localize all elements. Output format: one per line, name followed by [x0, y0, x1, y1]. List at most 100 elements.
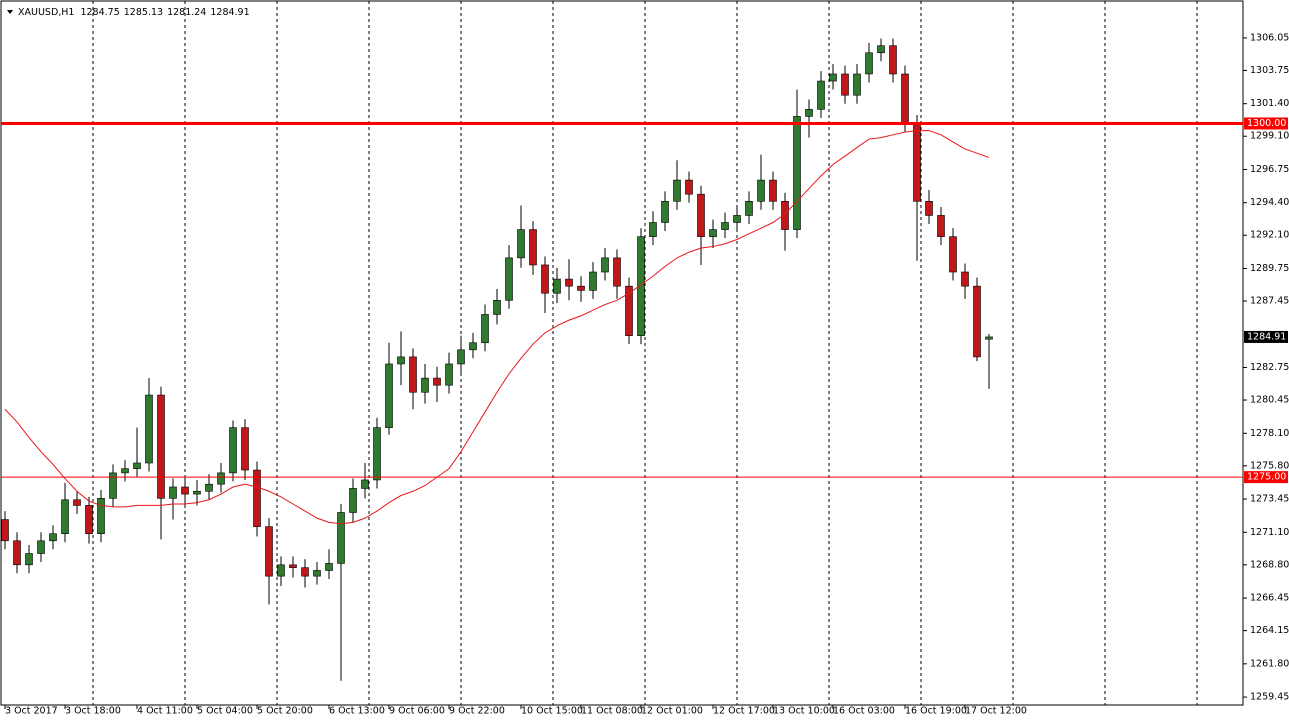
- candle-body: [577, 285, 585, 291]
- x-tick-label: 9 Oct 06:00: [389, 706, 445, 717]
- y-tick-label: 1299.10: [1250, 131, 1289, 142]
- candle-body: [181, 486, 189, 495]
- candle-body: [253, 469, 261, 527]
- candle-body: [85, 505, 93, 535]
- candle-body: [589, 271, 597, 291]
- candle-body: [937, 215, 945, 237]
- candle-body: [289, 564, 297, 568]
- y-tick-label: 1287.45: [1250, 296, 1289, 307]
- candle-body: [529, 229, 537, 266]
- x-tick-label: 10 Oct 15:00: [521, 706, 583, 717]
- y-tick-label: 1273.45: [1250, 494, 1289, 505]
- candle-body: [73, 499, 81, 506]
- candle-body: [841, 73, 849, 96]
- candle-body: [601, 257, 609, 273]
- y-tick-label: 1264.15: [1250, 625, 1289, 636]
- y-tick-label: 1294.40: [1250, 197, 1289, 208]
- candle-body: [385, 363, 393, 428]
- y-tick-label: 1261.80: [1250, 658, 1289, 669]
- symbol: XAUUSD,H1: [18, 7, 74, 18]
- y-tick-label: 1282.75: [1250, 362, 1289, 373]
- candle-body: [973, 285, 981, 358]
- y-tick-label: 1303.75: [1250, 65, 1289, 76]
- menu-arrow: [7, 10, 13, 14]
- y-tick-label: 1278.10: [1250, 428, 1289, 439]
- candle-body: [649, 222, 657, 237]
- candle-body: [625, 285, 633, 336]
- candle-body: [361, 479, 369, 489]
- candle-body: [817, 80, 825, 110]
- candle-body: [757, 179, 765, 202]
- candle-body: [793, 116, 801, 230]
- candle-body: [337, 512, 345, 564]
- candle-body: [109, 472, 117, 499]
- candle-body: [829, 73, 837, 82]
- level-label: 1300.00: [1247, 118, 1286, 129]
- candle-body: [805, 109, 813, 117]
- y-tick-label: 1266.45: [1250, 593, 1289, 604]
- candle-body: [661, 200, 669, 223]
- candle-body: [481, 314, 489, 344]
- candle-body: [313, 570, 321, 577]
- candle-body: [409, 356, 417, 393]
- x-tick-label: 12 Oct 01:00: [641, 706, 703, 717]
- candle-body: [301, 567, 309, 577]
- x-tick-label: 12 Oct 17:00: [713, 706, 775, 717]
- candle-body: [889, 45, 897, 75]
- candle-body: [61, 499, 69, 535]
- candle-body: [493, 300, 501, 315]
- candle-body: [25, 553, 33, 566]
- candle-body: [733, 215, 741, 223]
- y-tick-label: 1289.75: [1250, 263, 1289, 274]
- candle-body: [169, 486, 177, 499]
- candle-body: [685, 179, 693, 195]
- candle-body: [13, 540, 21, 566]
- candle-body: [541, 264, 549, 294]
- x-tick-label: 16 Oct 19:00: [905, 706, 967, 717]
- close-value: 1284.91: [210, 7, 249, 18]
- candle-body: [433, 377, 441, 386]
- y-tick-label: 1275.80: [1250, 460, 1289, 471]
- candle-body: [1, 519, 9, 542]
- candle-body: [925, 200, 933, 216]
- candle-body: [121, 468, 129, 474]
- candle-body: [265, 526, 273, 577]
- candle-body: [673, 179, 681, 202]
- candle-body: [961, 271, 969, 287]
- x-tick-label: 11 Oct 08:00: [581, 706, 643, 717]
- level-label: 1275.00: [1247, 472, 1286, 483]
- candle-body: [325, 563, 333, 571]
- candle-body: [565, 278, 573, 287]
- candle-body: [421, 377, 429, 393]
- candle-body: [229, 427, 237, 474]
- candle-body: [877, 45, 885, 54]
- x-tick-label: 5 Oct 20:00: [257, 706, 313, 717]
- candle-body: [373, 427, 381, 481]
- y-tick-label: 1296.75: [1250, 164, 1289, 175]
- candle-body: [49, 533, 57, 542]
- candle-body: [157, 394, 165, 499]
- candle-body: [865, 52, 873, 75]
- x-tick-label: 5 Oct 04:00: [197, 706, 253, 717]
- candle-body: [241, 427, 249, 471]
- candle-body: [949, 236, 957, 273]
- candle-body: [769, 179, 777, 202]
- candle-body: [457, 349, 465, 365]
- low-value: 1281.24: [167, 7, 206, 18]
- candle-body: [145, 394, 153, 464]
- x-tick-label: 9 Oct 22:00: [449, 706, 505, 717]
- chart-header: XAUUSD,H1 1284.75 1285.13 1281.24 1284.91: [18, 7, 250, 18]
- y-tick-label: 1301.40: [1250, 98, 1289, 109]
- x-tick-label: 13 Oct 10:00: [773, 706, 835, 717]
- candle-body: [853, 73, 861, 96]
- candle-body: [721, 222, 729, 230]
- candle-body: [901, 73, 909, 124]
- moving-average: [4, 130, 990, 525]
- candle-body: [985, 336, 993, 340]
- candle-body: [37, 540, 45, 554]
- y-tick-label: 1268.80: [1250, 559, 1289, 570]
- candle-body: [349, 488, 357, 513]
- x-tick-label: 3 Oct 18:00: [65, 706, 121, 717]
- candle-body: [613, 257, 621, 287]
